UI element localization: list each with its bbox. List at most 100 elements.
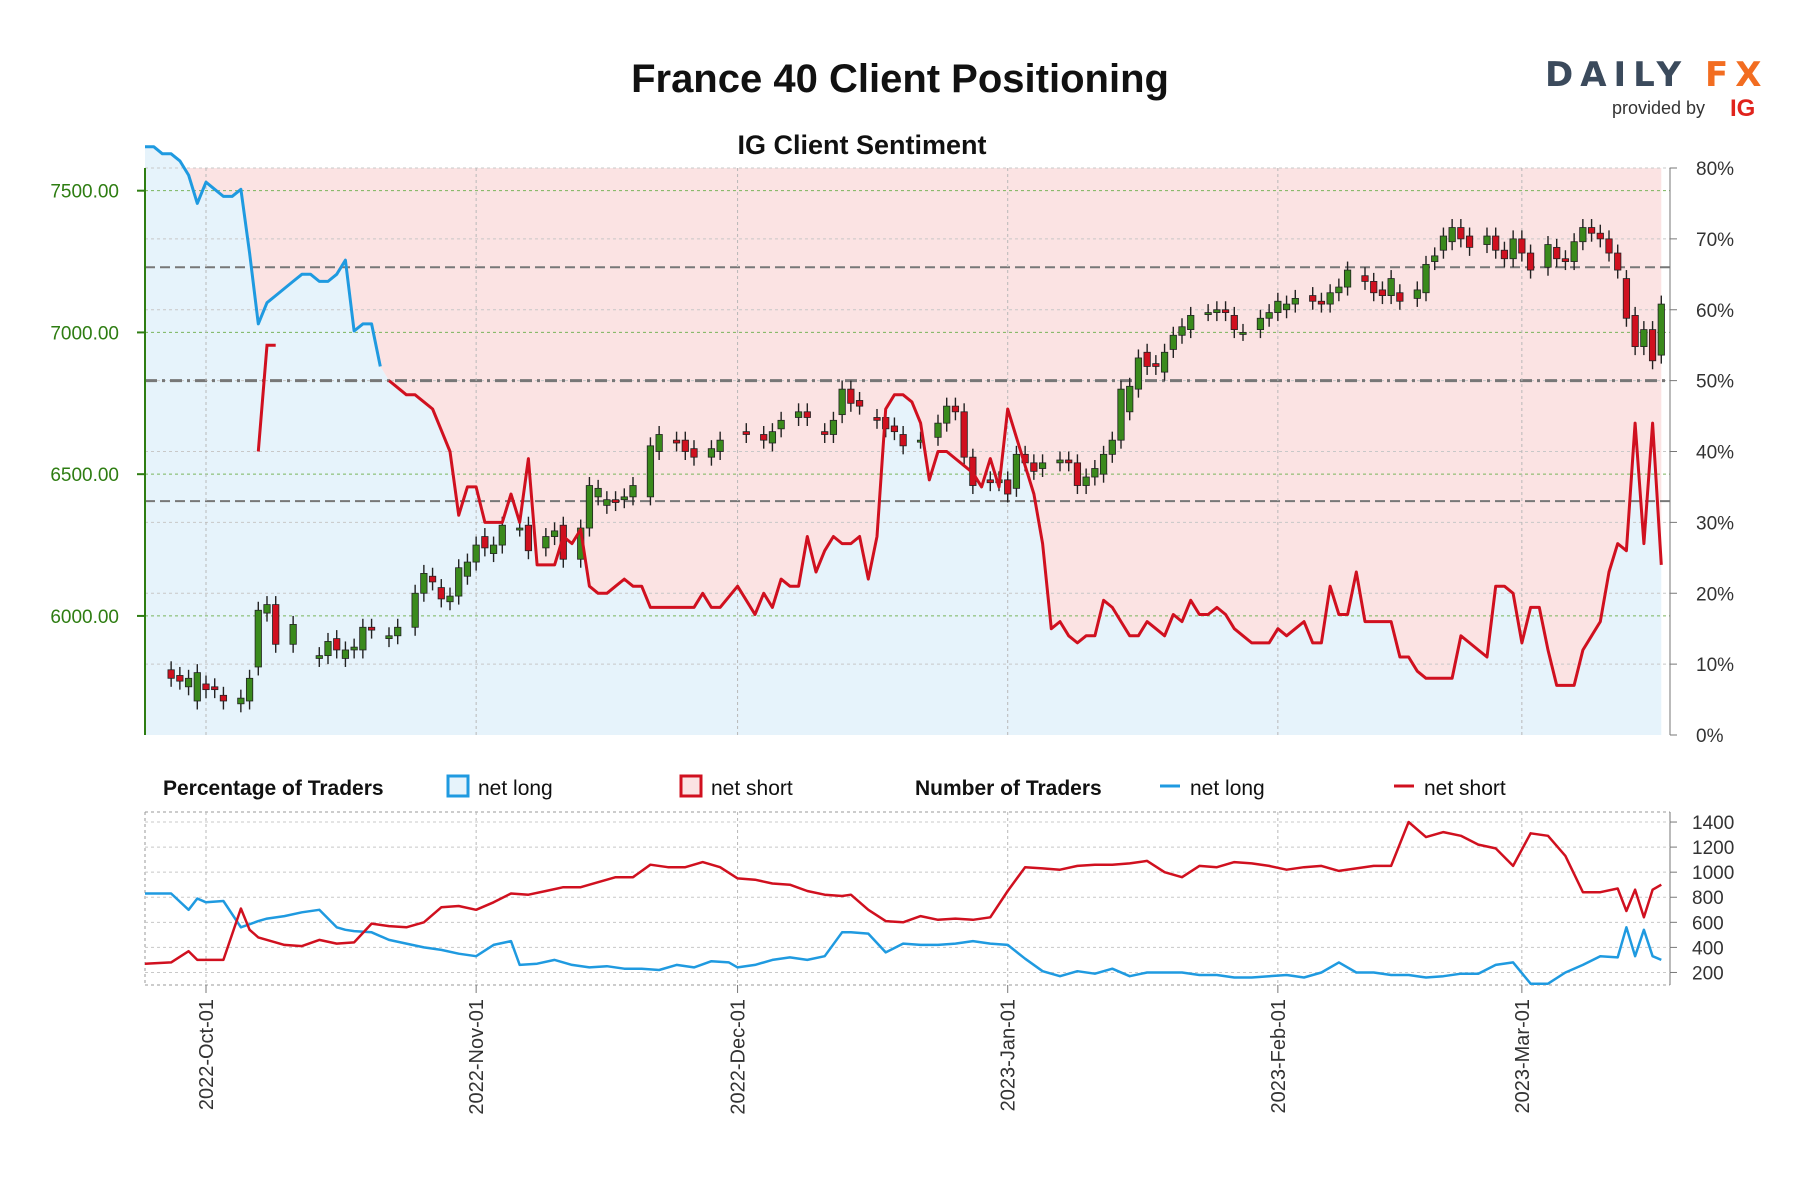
candle-up	[245, 677, 254, 702]
pct-tick-label: 30%	[1696, 513, 1734, 534]
candle-down	[1614, 252, 1622, 271]
candle-down	[1004, 479, 1012, 495]
candle-up	[1413, 289, 1421, 299]
candle-down	[986, 479, 994, 484]
candle-up	[943, 405, 951, 424]
pct-tick-label: 20%	[1696, 584, 1734, 605]
candle-up	[237, 697, 245, 705]
candle-up	[1343, 269, 1352, 288]
candle-up	[1274, 300, 1282, 313]
count-tick-label: 200	[1692, 963, 1724, 984]
candle-up	[1509, 238, 1517, 260]
candle-up	[289, 624, 297, 645]
candle-down	[211, 686, 219, 691]
candle-up	[594, 487, 602, 498]
candle-up	[603, 499, 611, 506]
candle-down	[1370, 280, 1378, 294]
logo-ig: IG	[1730, 95, 1755, 122]
candle-down	[1152, 363, 1160, 367]
candle-down	[524, 524, 533, 552]
candle-up	[934, 422, 942, 438]
count-tick-label: 800	[1692, 888, 1724, 909]
candle-up	[1544, 244, 1552, 268]
candle-up	[777, 419, 785, 430]
candle-up	[1213, 309, 1221, 313]
candle-up	[768, 431, 777, 444]
candle-down	[960, 411, 968, 458]
candle-down	[1317, 300, 1326, 305]
candle-down	[1378, 289, 1387, 296]
chart-title: France 40 Client Positioning	[631, 57, 1169, 101]
candle-up	[629, 485, 637, 498]
trader-count-panel: 200 400 600 800 1000 1200 1400	[144, 811, 1734, 993]
count-tick-label: 1400	[1692, 813, 1734, 834]
main-price-panel: 0% 10% 20% 30% 40% 50% 60% 70% 80% 6000.00 6500.00…	[50, 145, 1734, 747]
candle-down	[855, 400, 864, 407]
candle-up	[550, 530, 559, 537]
count-tick-label: 1200	[1692, 838, 1734, 859]
candle-up	[1579, 227, 1587, 243]
price-tick-label: 6000.00	[50, 607, 119, 628]
candle-up	[585, 485, 594, 529]
count-line-net-short	[144, 820, 1662, 965]
candle-up	[254, 609, 262, 668]
candle-up	[1483, 235, 1491, 245]
candle-up	[263, 604, 271, 614]
price-tick-label: 6500.00	[50, 465, 119, 486]
candle-down	[333, 638, 341, 651]
price-tick-label: 7000.00	[50, 323, 119, 344]
logo-provided-by: provided by	[1612, 98, 1705, 118]
candle-down	[1457, 227, 1465, 240]
candle-up	[1117, 388, 1125, 441]
candle-down	[272, 604, 280, 645]
chart-subtitle: IG Client Sentiment	[737, 130, 986, 160]
candle-down	[1648, 329, 1657, 362]
candle-down	[1230, 315, 1238, 330]
candle-down	[1309, 295, 1317, 302]
candle-down	[1361, 275, 1369, 282]
candle-up	[1640, 329, 1648, 348]
candle-up	[1134, 357, 1143, 390]
candle-up	[646, 445, 655, 498]
pct-tick-label: 80%	[1696, 159, 1734, 180]
candle-down	[1518, 238, 1526, 254]
candle-up	[184, 677, 193, 688]
dailyfx-logo: DAILY FX provided by IG	[1545, 55, 1761, 122]
candle-up	[716, 439, 724, 452]
candle-up	[385, 635, 393, 640]
legend-num-short-label: net short	[1424, 777, 1506, 800]
date-tick-label: 2023-Mar-01	[1512, 999, 1534, 1114]
candle-up	[394, 626, 402, 637]
candle-up	[411, 592, 419, 628]
candle-up	[1160, 351, 1169, 373]
pct-tick-label: 50%	[1696, 372, 1734, 393]
candle-up	[1178, 326, 1186, 336]
candle-up	[472, 544, 480, 563]
candle-up	[463, 561, 472, 577]
candle-down	[1396, 292, 1404, 302]
candle-up	[1256, 317, 1265, 330]
count-tick-label: 400	[1692, 938, 1724, 959]
candle-down	[481, 536, 489, 549]
candle-down	[1465, 235, 1474, 248]
candle-up	[1448, 227, 1456, 243]
candle-up	[1239, 332, 1247, 335]
net-short-pct-line	[388, 379, 1663, 687]
candle-down	[672, 439, 681, 444]
legend-pct-long-label: net long	[478, 777, 553, 800]
candle-up	[1012, 453, 1021, 489]
candle-down	[219, 694, 228, 702]
short-fill-area	[145, 146, 1662, 686]
candle-up	[1265, 312, 1273, 319]
candle-up	[1126, 385, 1134, 413]
candle-down	[1030, 462, 1038, 472]
candle-down	[873, 417, 881, 421]
date-tick-label: 2022-Nov-01	[466, 999, 488, 1115]
legend-number-heading: Number of Traders	[915, 777, 1102, 800]
candle-down	[1221, 309, 1230, 313]
net-long-pct-line	[145, 145, 382, 367]
candle-down	[176, 675, 184, 682]
candle-up	[455, 567, 463, 597]
candle-down	[167, 669, 175, 679]
